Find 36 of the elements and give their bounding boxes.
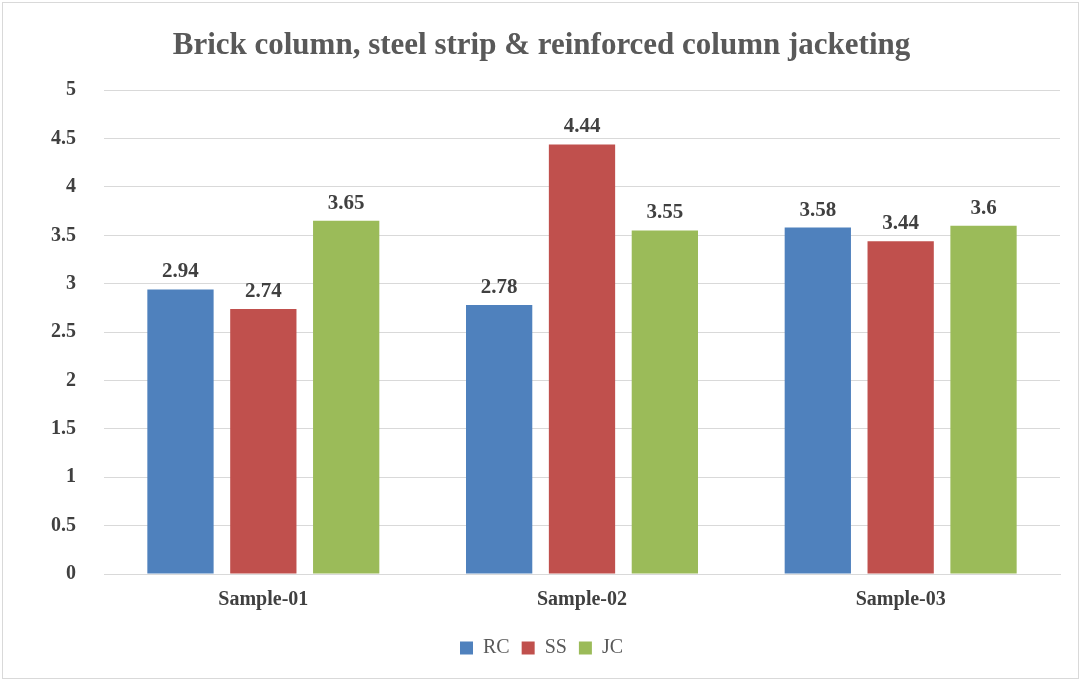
data-label: 4.44 <box>563 113 601 138</box>
bar <box>950 225 1017 574</box>
data-label: 3.6 <box>970 194 997 219</box>
y-tick-label: 1 <box>66 464 76 487</box>
data-label: 2.78 <box>480 273 518 298</box>
bar <box>867 241 934 574</box>
chart-title: Brick column, steel strip & reinforced column jacketing <box>172 25 911 61</box>
x-tick-label: Sample-03 <box>855 587 946 611</box>
data-label: 3.55 <box>646 199 684 224</box>
y-tick-label: 1.5 <box>51 416 76 439</box>
data-label: 2.74 <box>244 277 283 302</box>
data-label: 3.58 <box>799 196 837 221</box>
y-tick-label: 4.5 <box>51 125 76 148</box>
data-label: 3.65 <box>327 189 365 214</box>
y-tick-label: 0 <box>66 561 76 584</box>
y-tick-label: 3.5 <box>51 222 76 245</box>
bar <box>313 220 380 574</box>
x-tick-label: Sample-01 <box>218 587 309 611</box>
legend-label: RC <box>482 635 510 658</box>
data-label: 3.44 <box>882 210 920 235</box>
data-label: 2.94 <box>162 258 200 283</box>
bar <box>230 308 297 574</box>
y-tick-label: 3 <box>66 270 76 293</box>
bar <box>548 144 616 574</box>
bar <box>631 230 698 574</box>
legend-label: SS <box>544 635 567 658</box>
y-tick-label: 0.5 <box>51 512 76 535</box>
y-tick-label: 5 <box>66 77 76 100</box>
y-tick-label: 2.5 <box>51 319 76 342</box>
y-tick-label: 2 <box>66 367 76 390</box>
y-tick-label: 4 <box>66 174 76 197</box>
legend-label: JC <box>601 635 624 658</box>
x-tick-label: Sample-02 <box>537 587 627 611</box>
bar <box>466 305 533 574</box>
bar <box>147 289 214 574</box>
bar <box>784 227 851 574</box>
